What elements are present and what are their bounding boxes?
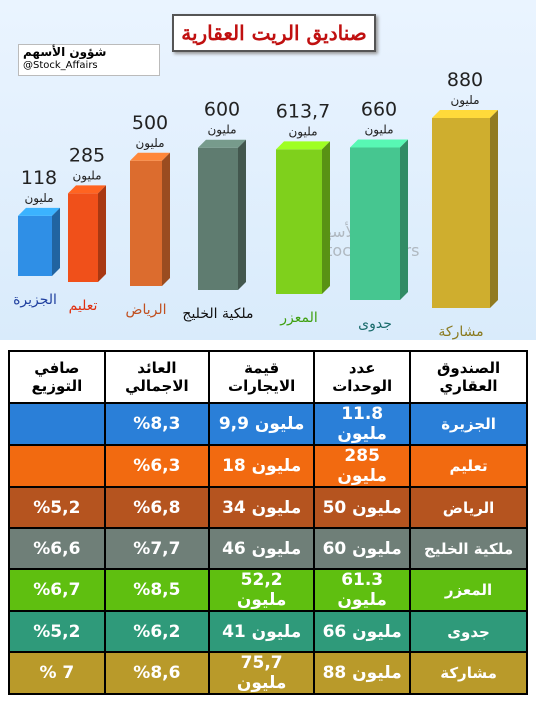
bar-top: [432, 110, 498, 118]
table-cell: 46 مليون: [208, 527, 316, 570]
bar-side: [400, 139, 408, 300]
unit-label: مليون: [450, 93, 479, 108]
table-row: الجزيرة 11.8 مليون 9,9 مليون %8,3: [8, 402, 528, 446]
unit-label: مليون: [24, 191, 53, 206]
table-cell: 18 مليون: [208, 444, 316, 488]
table-cell: [8, 444, 106, 488]
table-cell: 9,9 مليون: [208, 402, 316, 446]
table-cell: %8,3: [103, 402, 211, 446]
table-cell: [8, 402, 106, 446]
table-row: تعليم 285 مليون 18 مليون %6,3: [8, 444, 528, 488]
unit-label: مليون: [288, 124, 317, 139]
table-cell: %8,5: [103, 568, 211, 612]
table-cell: 52,2 مليون: [208, 568, 316, 612]
watermark: شؤون الأسهم@Stock_Affairs: [18, 44, 160, 76]
category-label: جدوى: [358, 316, 392, 332]
table-cell: %5,2: [8, 486, 106, 529]
table-cell: 50 مليون: [313, 486, 412, 529]
unit-label: مليون: [207, 123, 236, 138]
bar-side: [490, 110, 498, 308]
category-label: مشاركة: [438, 324, 483, 340]
header-cell: قيمة الايجارات: [208, 350, 316, 404]
bar: [130, 160, 162, 286]
table-cell: 88 مليون: [313, 651, 412, 695]
header-cell: صافي التوزيع: [8, 350, 106, 404]
data-label: 118: [21, 167, 57, 189]
table-cell: 66 مليون: [313, 610, 412, 653]
table-cell: جدوى: [409, 610, 528, 653]
watermark-name: شؤون الأسهم: [23, 45, 107, 59]
watermark-handle: @Stock_Affairs: [23, 60, 98, 71]
table-cell: الرياض: [409, 486, 528, 529]
category-label: الرياض: [126, 302, 167, 318]
header-row: الصندوق العقاري عدد الوحدات قيمة الايجارات…: [8, 350, 528, 404]
bar-top: [276, 141, 330, 150]
table-cell: %6,7: [8, 568, 106, 612]
category-label: الجزيرة: [13, 292, 57, 308]
data-label: 600: [204, 99, 240, 121]
bar-top: [198, 139, 246, 148]
bar-top: [350, 139, 408, 148]
bar: [68, 193, 98, 282]
table-cell: ملكية الخليج: [409, 527, 528, 570]
data-label: 880: [447, 69, 483, 91]
table-cell: %6,6: [8, 527, 106, 570]
chart: 118 مليون الجزيرة 285 مليون تعليم 500 مليون الري…: [13, 69, 498, 340]
table-cell: % 7: [8, 651, 106, 695]
table-cell: 285 مليون: [313, 444, 412, 488]
table-cell: تعليم: [409, 444, 528, 488]
bar: [198, 147, 238, 290]
table-cell: %6,3: [103, 444, 211, 488]
header-cell: العائد الاجمالي: [103, 350, 211, 404]
bar-top: [68, 185, 106, 194]
table-cell: 11.8 مليون: [313, 402, 412, 446]
category-label: تعليم: [69, 298, 98, 314]
table-cell: %8,6: [103, 651, 211, 695]
table-cell: 75,7 مليون: [208, 651, 316, 695]
bar: [432, 118, 490, 308]
table-row: ملكية الخليج 60 مليون 46 مليون %7,7 %6,6: [8, 527, 528, 570]
table-cell: %6,8: [103, 486, 211, 529]
bar-side: [162, 152, 170, 286]
table-cell: 61.3 مليون: [313, 568, 412, 612]
data-label: 613,7: [276, 100, 330, 122]
table-row: المعزر 61.3 مليون 52,2 مليون %8,5 %6,7: [8, 568, 528, 612]
bar-top: [18, 207, 60, 216]
data-label: 660: [361, 99, 397, 121]
unit-label: مليون: [135, 136, 164, 151]
data-label: 285: [69, 144, 105, 166]
table-cell: %5,2: [8, 610, 106, 653]
category-label: المعزر: [279, 310, 318, 326]
bar-side: [98, 185, 106, 282]
category-label: ملكية الخليج: [182, 306, 253, 322]
table-cell: الجزيرة: [409, 402, 528, 446]
bar-top: [130, 152, 170, 161]
header-cell: عدد الوحدات: [313, 350, 412, 404]
data-label: 500: [132, 112, 168, 134]
table-cell: %7,7: [103, 527, 211, 570]
table-cell: 41 مليون: [208, 610, 316, 653]
table-row: جدوى 66 مليون 41 مليون %6,2 %5,2: [8, 610, 528, 653]
table-cell: %6,2: [103, 610, 211, 653]
title: صناديق الريت العقارية: [172, 14, 376, 52]
bar-side: [238, 139, 246, 290]
table-cell: المعزر: [409, 568, 528, 612]
table-row: مشاركة 88 مليون 75,7 مليون %8,6% 7: [8, 651, 528, 695]
bar-side: [322, 141, 330, 294]
bar: [276, 149, 322, 294]
table: الصندوق العقاري عدد الوحدات قيمة الايجارات…: [8, 350, 528, 695]
header-cell: الصندوق العقاري: [409, 350, 528, 404]
table-cell: 60 مليون: [313, 527, 412, 570]
table-cell: مشاركة: [409, 651, 528, 695]
table-cell: 34 مليون: [208, 486, 316, 529]
bar: [18, 215, 52, 276]
unit-label: مليون: [364, 123, 393, 138]
unit-label: مليون: [72, 168, 101, 183]
bar: [350, 147, 400, 300]
bar-side: [52, 207, 60, 276]
table-row: الرياض 50 مليون 34 مليون %6,8 %5,2: [8, 486, 528, 529]
